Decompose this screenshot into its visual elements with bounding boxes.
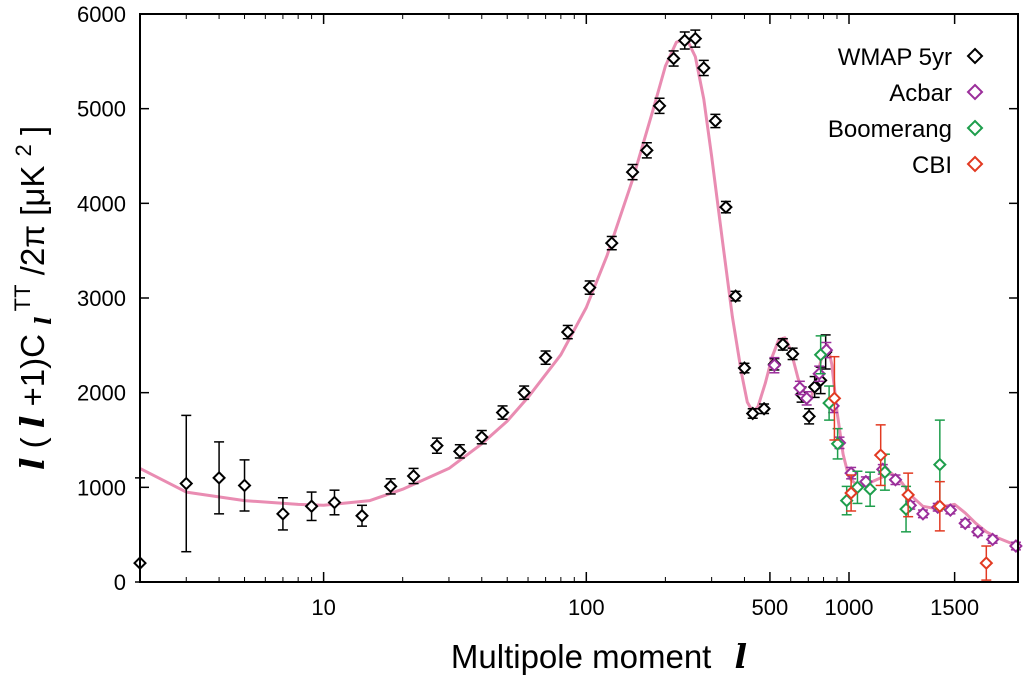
data-point [745,406,760,421]
series-boomerang [813,335,947,533]
series-acbar [767,341,1023,553]
data-point [863,482,878,497]
x-tick-label: 1500 [930,595,979,620]
data-point [916,506,930,521]
x-axis-title-text: Multipole moment [451,638,711,675]
data-point [452,444,467,459]
data-point [304,499,319,514]
plot-frame [139,13,1019,583]
data-point [474,430,489,445]
axis-ticks: 0 1000 2000 3000 4000 5000 6000 10 100 500 1000 150… [77,2,1018,620]
data-point [943,503,958,517]
y-axis-close: ] [14,126,51,135]
legend-label: Boomerang [828,116,952,143]
data-point [888,472,903,487]
data-point [495,405,510,420]
x-axis-title-symbol: l [735,637,748,676]
data-point [802,409,817,424]
data-point [237,478,252,493]
data-point [666,51,681,66]
data-point [830,436,845,451]
data-point [604,236,619,251]
series-cbi [827,355,994,581]
legend-marker [966,119,984,137]
data-point [844,486,859,500]
data-point [813,347,828,362]
x-tick-label: 500 [752,595,789,620]
x-tick-label: 1000 [825,595,874,620]
data-point [807,380,822,394]
data-point [327,495,342,510]
data-point [958,516,973,531]
data-point [179,476,194,491]
data-point [430,438,444,453]
legend-label: CBI [912,152,952,179]
data-point [757,401,771,416]
legend-marker [966,83,984,101]
y-tick-label: 3000 [77,286,126,311]
data-point [538,350,553,365]
y-tick-label: 0 [114,570,126,595]
y-axis-mid: +1)C [14,334,51,406]
data-point [775,337,790,352]
y-axis-sup2: 2 [11,144,36,156]
data-point [785,346,800,361]
data-point [932,457,947,472]
data-point [383,479,398,494]
legend-label: WMAP 5yr [838,44,952,71]
legend: WMAP 5yr Acbar Boomerang CBI [828,44,984,179]
data-point [901,487,916,502]
data-point [688,31,703,46]
y-axis-ell-2: l [13,416,52,429]
y-axis-title: l ( l +1)C l TT /2π [μK 2 ] [0,126,58,470]
y-tick-label: 6000 [77,2,126,27]
data-point [696,61,711,75]
y-axis-tail: /2π [μK [14,166,51,276]
data-point [212,470,226,485]
data-point [652,98,667,113]
y-tick-label: 1000 [77,475,126,500]
data-point [560,325,575,339]
data-point [728,289,743,304]
data-point [873,448,888,463]
data-point [799,391,814,406]
data-points-layer [133,29,1023,583]
legend-marker [966,155,984,173]
y-tick-label: 4000 [77,191,126,216]
data-point [517,385,532,400]
data-point [792,381,807,395]
data-point [355,508,369,523]
data-point [985,532,1000,547]
data-point [979,556,994,570]
y-axis-sub: l [31,317,57,325]
y-tick-label: 5000 [77,97,126,122]
data-point [276,506,290,521]
y-tick-label: 2000 [77,381,126,406]
legend-marker [966,47,984,65]
data-point [827,391,842,406]
data-point [677,33,692,48]
x-tick-label: 10 [311,595,335,620]
data-point [582,280,597,295]
data-point [708,114,723,128]
data-point [406,469,421,483]
y-axis-ell-1: l [13,458,52,471]
legend-label: Acbar [889,80,952,107]
data-point [932,499,947,514]
x-tick-label: 100 [568,595,605,620]
y-axis-sup: TT [10,284,35,311]
data-point [767,358,782,373]
data-point [625,165,640,180]
data-point [737,361,752,375]
y-axis-open: ( [14,437,51,448]
data-point [970,524,985,539]
data-point [639,143,654,158]
x-axis-title: Multipole moment l [451,637,747,676]
data-point [719,200,733,215]
